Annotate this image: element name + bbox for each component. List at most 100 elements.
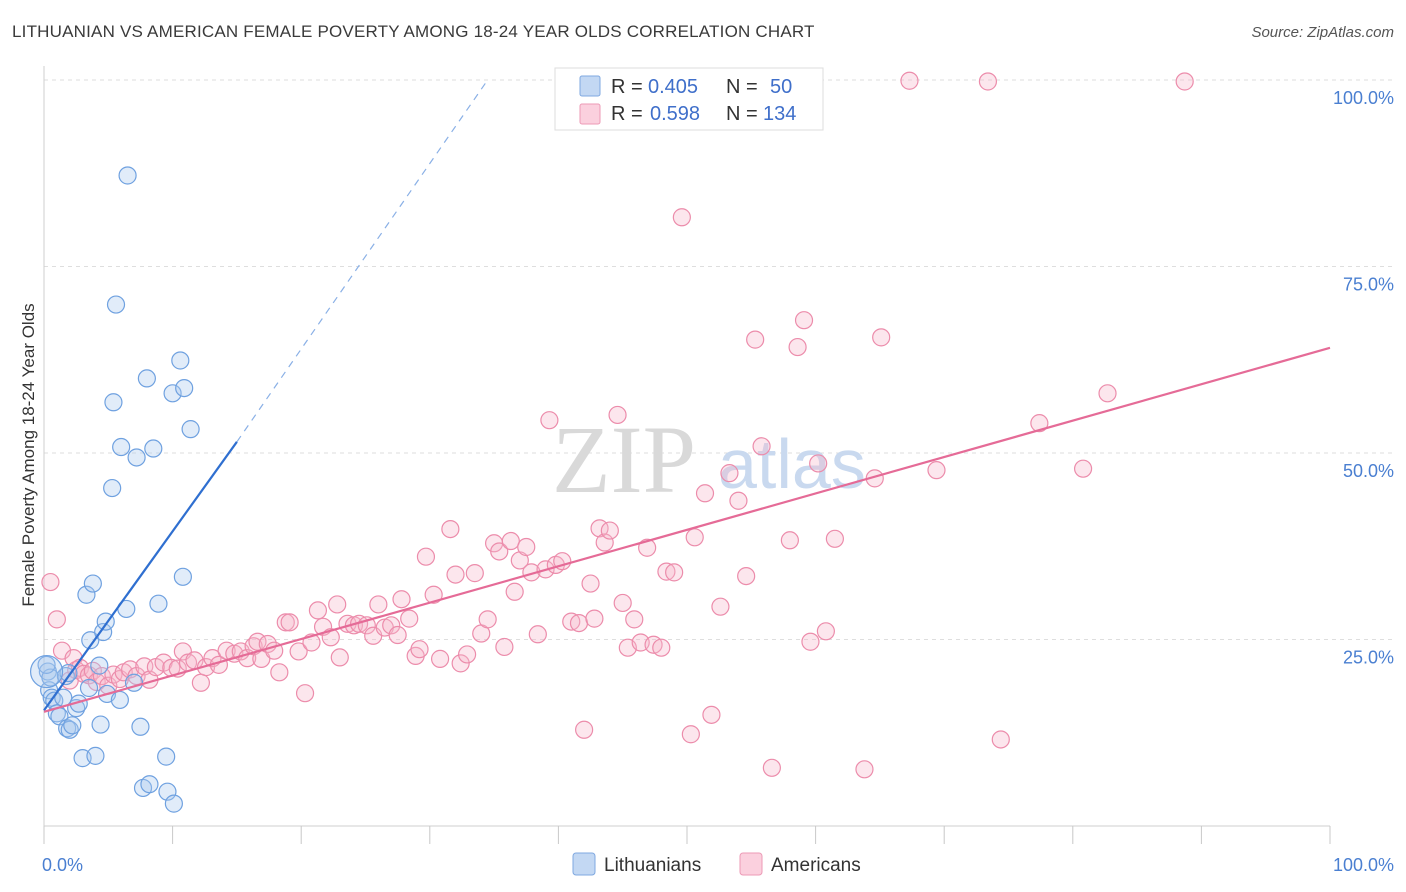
legend-r-value-1: 0.405 bbox=[648, 76, 698, 98]
americans-point bbox=[752, 437, 771, 456]
americans-point bbox=[665, 563, 684, 582]
chart-title: LITHUANIAN VS AMERICAN FEMALE POVERTY AM… bbox=[12, 22, 815, 41]
americans-point bbox=[270, 663, 289, 682]
americans-point bbox=[746, 330, 765, 349]
americans-point bbox=[695, 484, 715, 503]
americans-point bbox=[585, 609, 604, 628]
lithuanians-point bbox=[175, 378, 194, 398]
americans-point bbox=[672, 208, 691, 227]
lithuanians-point bbox=[118, 166, 137, 185]
americans-point bbox=[762, 758, 781, 777]
americans-point bbox=[681, 725, 700, 744]
y-tick-label: 25.0% bbox=[1343, 648, 1394, 668]
americans-point bbox=[575, 720, 594, 739]
americans-point bbox=[121, 660, 140, 679]
legend-swatch-lithuanians bbox=[579, 75, 601, 97]
americans-point bbox=[1175, 72, 1194, 91]
lithuanians-point bbox=[173, 567, 192, 586]
lithuanians-point bbox=[149, 594, 168, 613]
y-axis-title: Female Poverty Among 18-24 Year Olds bbox=[19, 303, 38, 606]
americans-point bbox=[295, 684, 315, 703]
americans-point bbox=[430, 649, 450, 668]
americans-point bbox=[478, 610, 497, 629]
lithuanians-point bbox=[112, 437, 131, 457]
americans-point bbox=[369, 595, 388, 614]
lithuanians-point bbox=[83, 574, 102, 593]
watermark: ZIP atlas bbox=[552, 406, 866, 513]
lithuanians-point bbox=[181, 420, 200, 439]
bottom-legend-americans: Americans bbox=[771, 855, 861, 876]
americans-point bbox=[410, 640, 429, 659]
americans-point bbox=[581, 574, 600, 593]
americans-point bbox=[685, 528, 704, 547]
americans-point bbox=[613, 593, 632, 613]
americans-point bbox=[47, 610, 66, 629]
lithuanians-point bbox=[127, 448, 146, 467]
x-tick-label: 0.0% bbox=[42, 855, 83, 875]
americans-point bbox=[1098, 384, 1117, 403]
y-tick-label: 100.0% bbox=[1333, 88, 1394, 108]
americans-point bbox=[388, 625, 407, 645]
lithuanians-point bbox=[144, 439, 163, 458]
americans-point bbox=[825, 529, 844, 548]
americans-point bbox=[330, 648, 349, 667]
americans-point bbox=[92, 666, 111, 686]
americans-point bbox=[927, 461, 946, 480]
americans-point bbox=[495, 637, 514, 657]
trendlines bbox=[43, 79, 1331, 713]
americans-point bbox=[465, 564, 484, 583]
americans-point bbox=[424, 585, 443, 604]
axes bbox=[43, 66, 1331, 844]
americans-point bbox=[1030, 414, 1049, 433]
lithuanians-point bbox=[131, 717, 150, 736]
americans-points bbox=[41, 71, 1194, 779]
americans-point bbox=[638, 538, 657, 557]
lithuanians-point bbox=[94, 622, 113, 642]
americans-point bbox=[652, 638, 671, 657]
americans-point bbox=[308, 601, 328, 620]
americans-point bbox=[595, 533, 614, 552]
lithuanians-point bbox=[79, 678, 99, 698]
legend-n-value-1: 50 bbox=[770, 76, 792, 98]
americans-point bbox=[501, 531, 520, 551]
americans-point bbox=[569, 613, 589, 633]
americans-point bbox=[608, 405, 627, 425]
americans-point bbox=[441, 519, 460, 539]
lithuanians-point bbox=[81, 631, 100, 650]
americans-point bbox=[991, 730, 1010, 749]
tick-labels: 25.0% 50.0% 75.0% 100.0% 0.0% 100.0% bbox=[42, 88, 1394, 875]
americans-point bbox=[382, 616, 401, 635]
lithuanians-point bbox=[86, 746, 105, 765]
bottom-legend-swatch-lithuanians bbox=[572, 852, 596, 876]
x-tick-label: 100.0% bbox=[1333, 855, 1394, 875]
americans-point bbox=[801, 632, 820, 651]
lithuanians-point bbox=[103, 478, 122, 498]
lithuanians-trendline bbox=[43, 441, 238, 712]
americans-point bbox=[720, 464, 739, 483]
americans-point bbox=[562, 612, 581, 631]
legend-r-value-2: 0.598 bbox=[650, 103, 700, 125]
americans-point bbox=[416, 547, 436, 566]
lithuanians-point bbox=[56, 666, 75, 686]
watermark-atlas: atlas bbox=[718, 425, 866, 503]
americans-point bbox=[505, 582, 524, 601]
lithuanians-trendline-extension bbox=[236, 79, 489, 443]
lithuanians-point bbox=[163, 384, 182, 403]
lithuanians-point bbox=[171, 351, 190, 370]
lithuanians-point-large bbox=[29, 654, 64, 689]
legend-n-label-2: N = bbox=[726, 103, 758, 125]
lithuanians-point bbox=[164, 794, 183, 813]
legend-r-label-1: R = bbox=[611, 76, 643, 98]
legend-swatch-americans bbox=[579, 103, 601, 125]
americans-point bbox=[788, 337, 807, 357]
series-legend: Lithuanians Americans bbox=[572, 852, 861, 876]
americans-point bbox=[809, 454, 828, 473]
americans-point bbox=[855, 760, 874, 779]
y-tick-label: 50.0% bbox=[1343, 461, 1394, 481]
americans-point bbox=[280, 613, 299, 632]
americans-point bbox=[392, 590, 411, 609]
americans-point bbox=[191, 673, 210, 692]
lithuanians-point bbox=[63, 716, 82, 735]
americans-point bbox=[328, 595, 347, 614]
